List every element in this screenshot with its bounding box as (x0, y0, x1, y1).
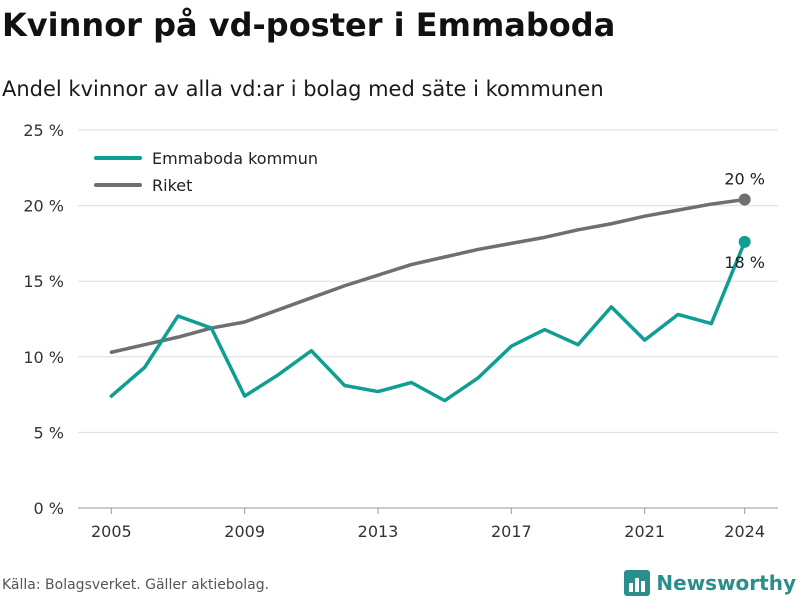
axis-labels: 0 % 5 % 10 % 15 % 20 % 25 % 2005 2009 2013 2017 20… (23, 121, 765, 541)
source-note: Källa: Bolagsverket. Gäller aktiebolag. (2, 577, 270, 593)
x-tick-label: 2017 (491, 522, 532, 541)
chart-title: Kvinnor på vd-poster i Emmaboda (2, 6, 616, 44)
series-line (109, 197, 747, 355)
y-tick-label: 15 % (23, 272, 64, 291)
y-tick-label: 20 % (23, 197, 64, 216)
end-point (738, 235, 751, 248)
legend-label: Riket (152, 176, 192, 195)
x-tick-label: 2021 (624, 522, 665, 541)
brand-logo[interactable]: Newsworthy (624, 570, 796, 596)
end-value-label: 20 % (724, 170, 765, 189)
legend-label: Emmaboda kommun (152, 149, 318, 168)
y-tick-label: 5 % (34, 423, 64, 442)
bar-chart-logo-icon (624, 570, 651, 596)
legend: Emmaboda kommun Riket (94, 149, 318, 195)
x-tick-label: 2005 (91, 522, 132, 541)
brand-name: Newsworthy (656, 571, 796, 595)
end-value-label: 18 % (724, 253, 765, 272)
y-tick-label: 0 % (34, 499, 64, 518)
y-tick-label: 10 % (23, 348, 64, 367)
x-tick-label: 2024 (724, 522, 765, 541)
grid-lines (78, 129, 778, 509)
y-tick-label: 25 % (23, 121, 64, 140)
chart-subtitle: Andel kvinnor av alla vd:ar i bolag med … (2, 77, 604, 101)
series-line (109, 240, 747, 403)
series-lines: 20 % 18 % (109, 170, 765, 403)
x-tick-label: 2013 (358, 522, 399, 541)
line-chart: 0 % 5 % 10 % 15 % 20 % 25 % 2005 2009 2013 2017 20… (23, 121, 778, 541)
x-tick-label: 2009 (224, 522, 265, 541)
end-point (738, 193, 751, 206)
